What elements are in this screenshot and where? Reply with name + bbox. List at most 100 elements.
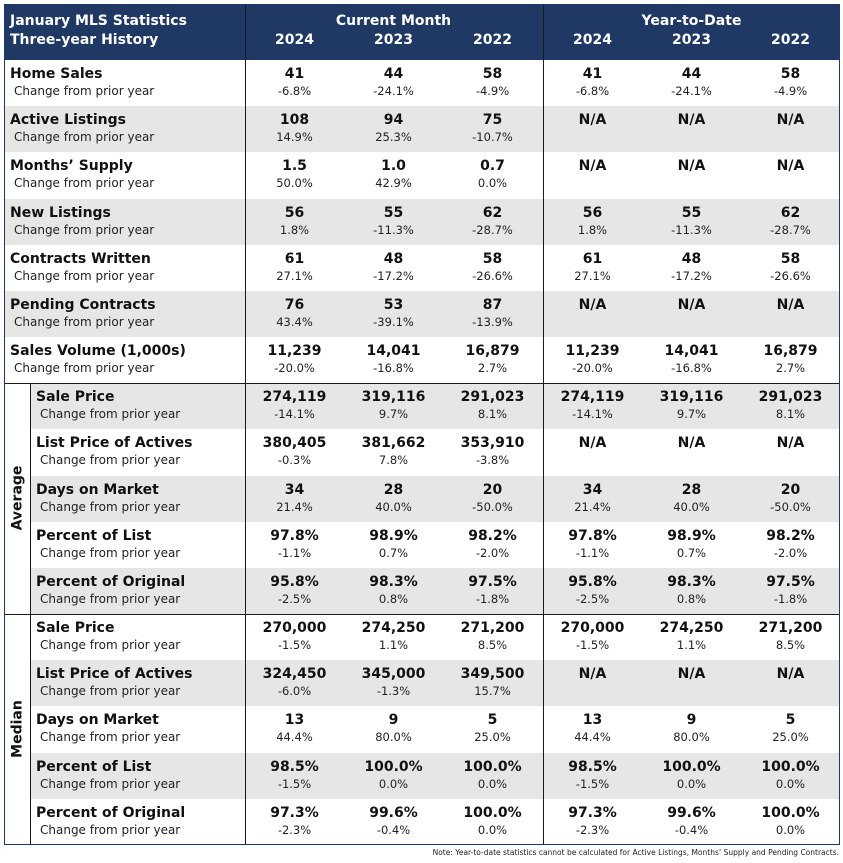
cell-change: -1.3% <box>376 684 411 699</box>
cell-value: 98.5% <box>568 758 617 775</box>
cell-change: 14.9% <box>276 130 313 145</box>
row-label: Active Listings <box>10 112 126 129</box>
header-title: January MLS Statistics <box>10 13 187 29</box>
cell-change: 27.1% <box>574 268 611 283</box>
cell-change: -20.0% <box>572 361 613 376</box>
cell-value: 9 <box>388 712 399 729</box>
cell-change: 8.5% <box>775 638 806 653</box>
cell-value: 11,239 <box>565 343 620 360</box>
row-sublabel: Change from prior year <box>40 453 181 468</box>
row-label: Sales Volume (1,000s) <box>10 343 186 360</box>
row-label: Percent of Original <box>36 573 186 590</box>
cell-change: 44.4% <box>574 730 611 745</box>
row-sublabel: Change from prior year <box>40 591 181 606</box>
cell-change: -13.9% <box>472 314 513 329</box>
cell-change: -17.2% <box>671 268 712 283</box>
cell-value: 28 <box>681 481 702 498</box>
cell-value: 14,041 <box>664 343 719 360</box>
cell-value: 1.5 <box>282 158 307 175</box>
row-shade <box>30 475 840 522</box>
cell-change: -16.8% <box>373 361 414 376</box>
cell-value: 99.6% <box>369 804 418 821</box>
cell-value: 58 <box>482 250 503 267</box>
cell-change: 80.0% <box>375 730 412 745</box>
cell-change: -20.0% <box>274 361 315 376</box>
cell-value: 100.0% <box>364 758 423 775</box>
cell-change: -11.3% <box>671 222 712 237</box>
row-shade <box>30 660 840 707</box>
cell-change: -1.5% <box>277 776 312 791</box>
cell-change: -26.6% <box>770 268 811 283</box>
cell-change: 9.7% <box>378 407 409 422</box>
cell-change: 0.7% <box>378 545 409 560</box>
header-title: Three-year History <box>10 32 159 48</box>
cell-value: 53 <box>383 296 404 313</box>
cell-value: 56 <box>284 204 305 221</box>
cell-change: -24.1% <box>373 84 414 98</box>
cell-change: -11.3% <box>373 222 414 237</box>
cell-change: -0.3% <box>277 453 312 468</box>
cell-value: 100.0% <box>463 758 522 775</box>
row-sublabel: Change from prior year <box>40 730 181 745</box>
cell-change: 80.0% <box>673 730 710 745</box>
cell-value: 345,000 <box>361 666 426 683</box>
row-label: Days on Market <box>36 712 159 729</box>
row-label: New Listings <box>10 204 111 221</box>
cell-value: 13 <box>582 712 603 729</box>
cell-change: 1.1% <box>378 638 409 653</box>
group-divider <box>30 614 31 845</box>
cell-value: 48 <box>383 250 404 267</box>
row-label: List Price of Actives <box>36 666 193 683</box>
cell-change: -14.1% <box>274 407 315 422</box>
cell-value: 271,200 <box>460 620 525 637</box>
cell-change: 8.1% <box>477 407 508 422</box>
cell-value: 87 <box>482 296 503 313</box>
cell-change: 0.0% <box>477 822 508 837</box>
cell-value: 14,041 <box>366 343 421 360</box>
cell-value: 100.0% <box>761 804 820 821</box>
row-shade <box>30 383 840 430</box>
cell-value: N/A <box>578 158 607 175</box>
cell-value: N/A <box>578 435 607 452</box>
row-label: Home Sales <box>10 66 103 82</box>
cell-value: 95.8% <box>568 573 617 590</box>
cell-change: 0.0% <box>477 776 508 791</box>
cell-value: 5 <box>785 712 796 729</box>
cell-change: 0.0% <box>378 776 409 791</box>
cell-change: 9.7% <box>676 407 707 422</box>
cell-value: 98.9% <box>369 527 418 544</box>
cell-change: 0.8% <box>676 591 707 606</box>
cell-change: -1.5% <box>575 638 610 653</box>
cell-change: 8.1% <box>775 407 806 422</box>
cell-value: 274,119 <box>560 389 625 406</box>
row-label: Percent of List <box>36 527 152 544</box>
cell-change: 21.4% <box>276 499 313 514</box>
cell-change: 40.0% <box>673 499 710 514</box>
cell-value: 97.3% <box>568 804 617 821</box>
cell-value: 98.9% <box>667 527 716 544</box>
cell-change: -24.1% <box>671 84 712 98</box>
cell-value: 58 <box>780 66 801 82</box>
row-label: Sale Price <box>36 620 115 637</box>
cell-value: 56 <box>582 204 603 221</box>
cell-value: N/A <box>578 112 607 129</box>
column-divider <box>543 4 544 845</box>
cell-value: 100.0% <box>662 758 721 775</box>
cell-change: 0.0% <box>676 776 707 791</box>
cell-change: 21.4% <box>574 499 611 514</box>
row-sublabel: Change from prior year <box>40 407 181 422</box>
cell-change: -2.0% <box>475 545 510 560</box>
row-sublabel: Change from prior year <box>40 822 181 837</box>
cell-value: N/A <box>578 296 607 313</box>
section-divider <box>4 383 840 385</box>
cell-value: 11,239 <box>267 343 322 360</box>
cell-value: 58 <box>780 250 801 267</box>
cell-change: 27.1% <box>276 268 313 283</box>
cell-change: -39.1% <box>373 314 414 329</box>
row-sublabel: Change from prior year <box>40 776 181 791</box>
cell-value: 98.3% <box>369 573 418 590</box>
row-shade <box>30 752 840 799</box>
cell-change: 1.1% <box>676 638 707 653</box>
year-header: 2022 <box>771 32 810 48</box>
year-header: 2024 <box>573 32 612 48</box>
